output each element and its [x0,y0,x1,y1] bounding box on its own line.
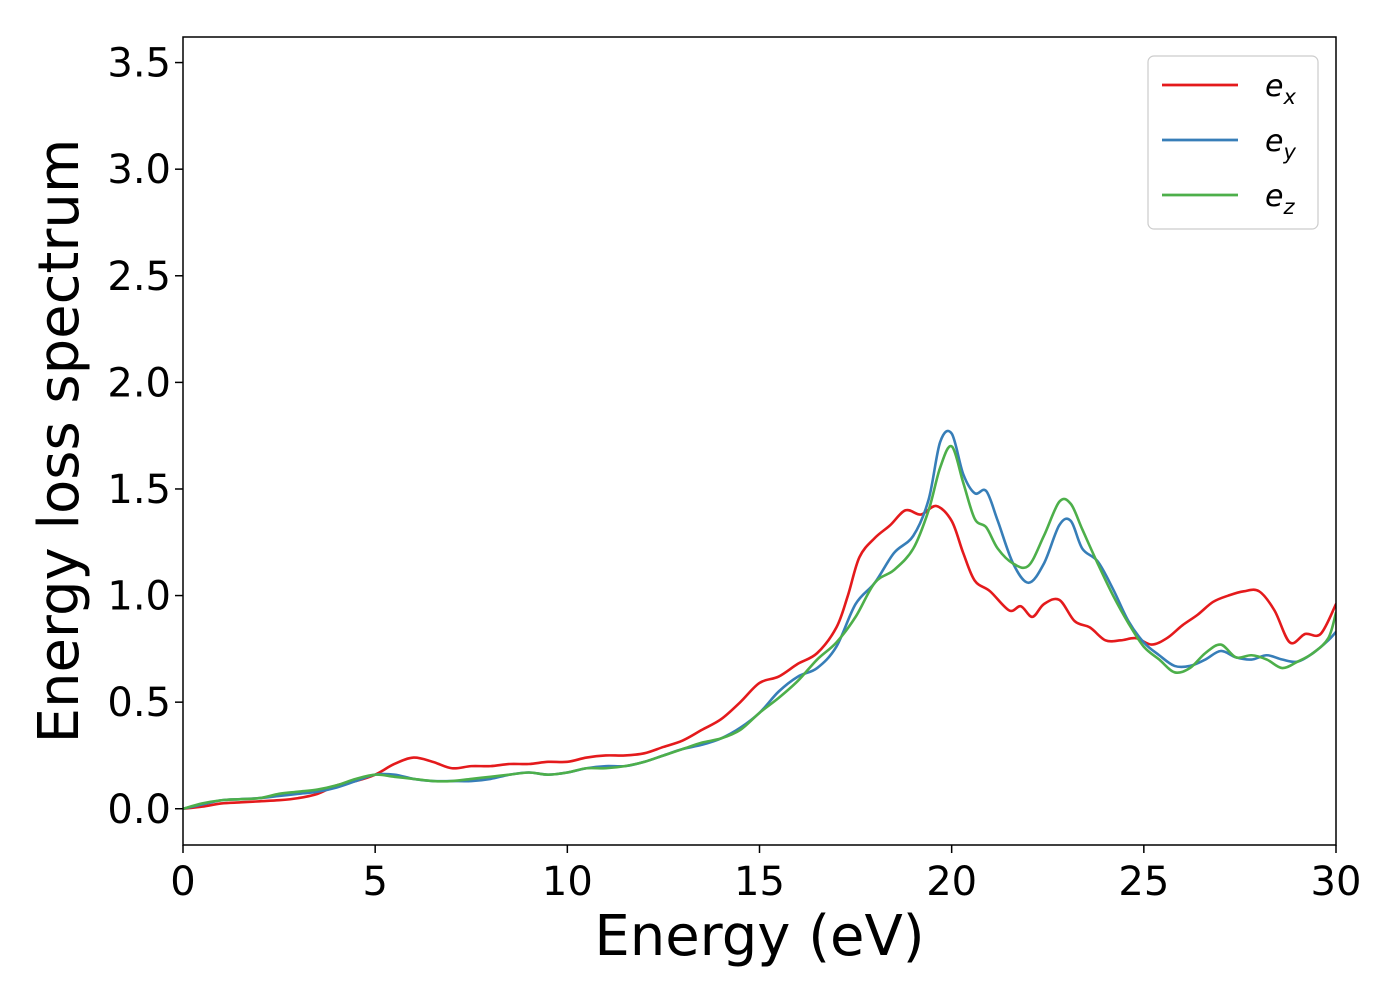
plot-frame [182,36,1337,846]
legend-label-base: e [1265,179,1283,214]
y-tick-label: 1.5 [107,467,171,513]
y-axis-label: Energy loss spectrum [27,139,92,744]
y-tick-label: 0.0 [107,787,171,833]
x-axis-label: Energy (eV) [594,904,924,969]
legend-label-base: e [1265,124,1283,159]
legend-label-base: e [1265,69,1283,104]
y-ticks: 0.0 0.5 1.0 1.5 2.0 2.5 3.0 3.5 [107,41,183,833]
x-tick-label: 30 [1311,859,1362,905]
legend-box [1147,55,1319,230]
y-tick-label: 2.5 [107,254,171,300]
y-tick-label: 1.0 [107,574,171,620]
legend-label-z: ez [1265,179,1295,219]
x-tick-label: 20 [926,859,977,905]
legend-label-x: ex [1265,69,1296,109]
y-tick-label: 3.0 [107,147,171,193]
x-ticks: 0 5 10 15 20 25 30 [170,845,1361,905]
x-tick-label: 5 [362,859,387,905]
y-tick-label: 3.5 [107,41,171,87]
legend-label-y: ey [1265,124,1296,164]
legend-label-subscript: y [1282,140,1296,164]
y-tick-label: 2.0 [107,360,171,406]
series-line-x [183,504,1336,811]
legend-label-subscript: x [1282,85,1296,109]
x-tick-label: 0 [170,859,195,905]
series-line-y [183,429,1336,811]
x-tick-label: 15 [734,859,785,905]
legend-label-subscript: z [1282,195,1295,219]
plot-background [183,37,1336,845]
x-tick-label: 25 [1118,859,1169,905]
series-layer [183,429,1336,811]
y-tick-label: 0.5 [107,680,171,726]
series-line-z [183,444,1336,811]
x-tick-label: 10 [542,859,593,905]
